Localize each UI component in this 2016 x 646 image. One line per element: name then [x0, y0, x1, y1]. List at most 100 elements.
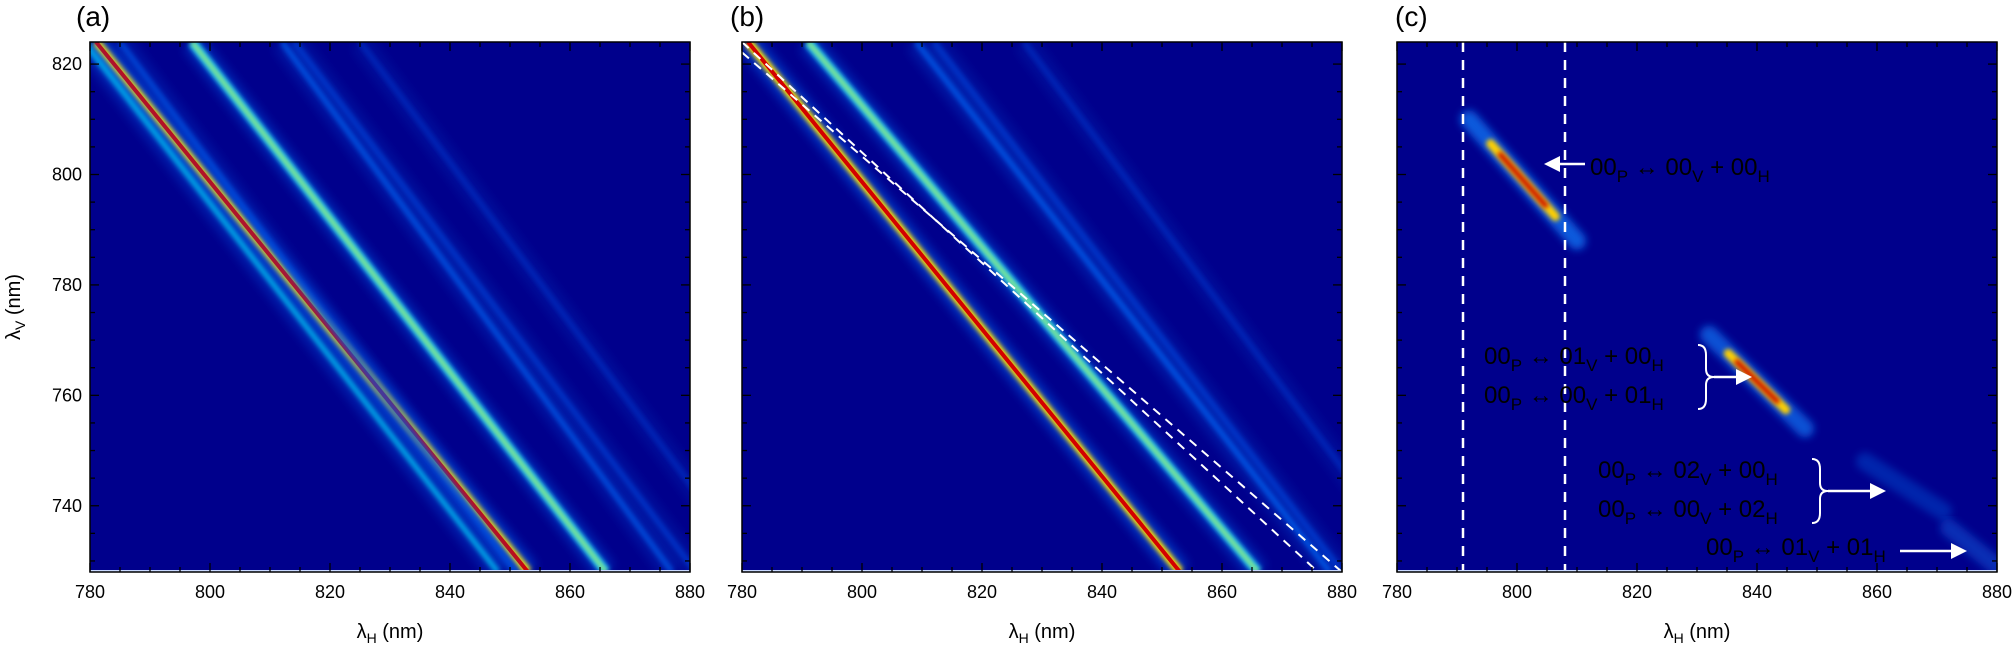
panel-b-x-axis-subscript: H: [1019, 630, 1029, 646]
panel-c-annotations: 00P ↔ 00V + 00H 00P ↔ 01V + 00H 00P ↔ 00…: [1484, 154, 1967, 566]
band-core: [190, 42, 608, 572]
panel-b-frame: [741, 41, 1343, 573]
x-tick-label: 800: [1502, 582, 1532, 602]
annotation-ground-state-arrowhead: [1544, 156, 1560, 172]
x-tick-label: 800: [847, 582, 877, 602]
x-tick-label: 800: [195, 582, 225, 602]
annotation-text-part: + 01: [1597, 382, 1651, 409]
panel-b-plot-content: [742, 42, 1342, 572]
x-tick-label: 840: [1742, 582, 1772, 602]
x-tick-label: 780: [1382, 582, 1412, 602]
annotation-first-order-arrowhead: [1736, 369, 1752, 385]
panel-c-label: (c): [1395, 1, 1428, 32]
x-tick-label: 860: [1862, 582, 1892, 602]
annotation-text-part: ↔ 00: [1636, 496, 1700, 523]
band-core: [90, 44, 501, 572]
annotation-text-part: V: [1586, 356, 1598, 375]
band-core: [117, 42, 519, 572]
panel-a-y-axis-title: λV (nm): [3, 274, 28, 340]
band-5: [273, 42, 681, 572]
y-tick-label: 760: [52, 385, 82, 405]
x-tick-label: 820: [967, 582, 997, 602]
panel-c-ticks: 780 800 820 840 860 880: [1382, 42, 2012, 602]
spot-core: [1497, 152, 1549, 209]
panel-c-x-axis-unit: (nm): [1684, 621, 1731, 643]
x-tick-label: 860: [555, 582, 585, 602]
band-core: [931, 42, 1342, 572]
band-7: [351, 42, 690, 503]
annotation-first-order-line2: 00P ↔ 00V + 01H: [1484, 382, 1664, 414]
annotation-text-part: 00: [1598, 457, 1625, 484]
annotation-text-part: + 00: [1703, 154, 1757, 181]
band-2: [799, 42, 1267, 572]
panel-c-x-axis-symbol: λ: [1664, 621, 1674, 643]
x-tick-label: 820: [315, 582, 345, 602]
panel-a-label: (a): [76, 1, 110, 32]
annotation-text-part: 00: [1484, 343, 1511, 370]
panel-a-x-axis-unit: (nm): [377, 621, 424, 643]
panel-a-y-axis-unit: (nm): [3, 274, 25, 321]
annotation-text-part: V: [1808, 547, 1820, 566]
annotation-mixed-order: 00P ↔ 01V + 01H: [1706, 534, 1967, 566]
y-tick-label: 780: [52, 275, 82, 295]
band-core: [279, 42, 675, 572]
panel-b-x-axis-symbol: λ: [1009, 621, 1019, 643]
panel-a-frame: [89, 41, 691, 573]
panel-c-x-axis-subscript: H: [1674, 630, 1684, 646]
band-5: [1015, 42, 1342, 486]
y-tick-label: 800: [52, 165, 82, 185]
panel-c-x-axis-title: λH (nm): [1664, 621, 1731, 646]
annotation-text-part: + 00: [1711, 457, 1765, 484]
band-core: [357, 42, 690, 489]
annotation-text-part: P: [1511, 395, 1522, 414]
spot-core: [1734, 359, 1780, 404]
band-2: [90, 42, 507, 572]
band-core: [291, 42, 690, 570]
annotation-second-order-arrowhead: [1870, 483, 1886, 499]
panel-a-plot-content: [90, 42, 690, 572]
band-4: [111, 42, 525, 572]
y-tick-label: 820: [52, 54, 82, 74]
x-tick-label: 880: [675, 582, 705, 602]
spot-2: [1700, 325, 1814, 438]
annotation-text-part: ↔ 00: [1522, 382, 1586, 409]
heatmap-area: [742, 42, 1342, 572]
annotation-first-order: 00P ↔ 01V + 00H 00P ↔ 00V + 01H: [1484, 343, 1752, 414]
x-tick-label: 860: [1207, 582, 1237, 602]
annotation-text-part: 00: [1590, 154, 1617, 181]
annotation-text-part: H: [1757, 167, 1769, 186]
panel-a-x-axis-subscript: H: [367, 630, 377, 646]
annotation-second-order-line1: 00P ↔ 02V + 00H: [1598, 457, 1778, 489]
annotation-text-part: 00: [1706, 534, 1733, 561]
annotation-ground-state: 00P ↔ 00V + 00H: [1544, 154, 1770, 186]
spot-3: [1856, 452, 1952, 521]
panel-a-y-axis-subscript: V: [12, 320, 28, 330]
annotation-text-part: V: [1586, 395, 1598, 414]
panel-a-ticks: 780 800 820 840 860 880 740 760 780 800 820: [52, 42, 705, 602]
band-core: [746, 42, 1182, 572]
y-tick-label: 740: [52, 496, 82, 516]
panel-b-x-axis-title: λH (nm): [1009, 621, 1076, 646]
band-1: [742, 42, 1189, 572]
spot-1: [1460, 110, 1586, 250]
spot-glow: [1940, 518, 1997, 572]
annotation-text-part: H: [1651, 395, 1663, 414]
dashed-guide-1: [742, 42, 1319, 572]
annotation-text-part: 00: [1598, 496, 1625, 523]
spot-4: [1940, 518, 1997, 572]
panel-a-y-axis-symbol: λ: [3, 330, 25, 340]
annotation-text-part: + 01: [1819, 534, 1873, 561]
annotation-ground-state-text: 00P ↔ 00V + 00H: [1590, 154, 1770, 186]
annotation-text-part: + 02: [1711, 496, 1765, 523]
panel-a-x-axis-title: λH (nm): [357, 621, 424, 646]
heatmap-area: [90, 42, 690, 572]
x-tick-label: 840: [1087, 582, 1117, 602]
band-4: [925, 42, 1342, 572]
x-tick-label: 880: [1327, 582, 1357, 602]
annotation-text-part: P: [1511, 356, 1522, 375]
x-tick-label: 820: [1622, 582, 1652, 602]
annotation-text-part: + 00: [1597, 343, 1651, 370]
x-tick-label: 880: [1982, 582, 2012, 602]
